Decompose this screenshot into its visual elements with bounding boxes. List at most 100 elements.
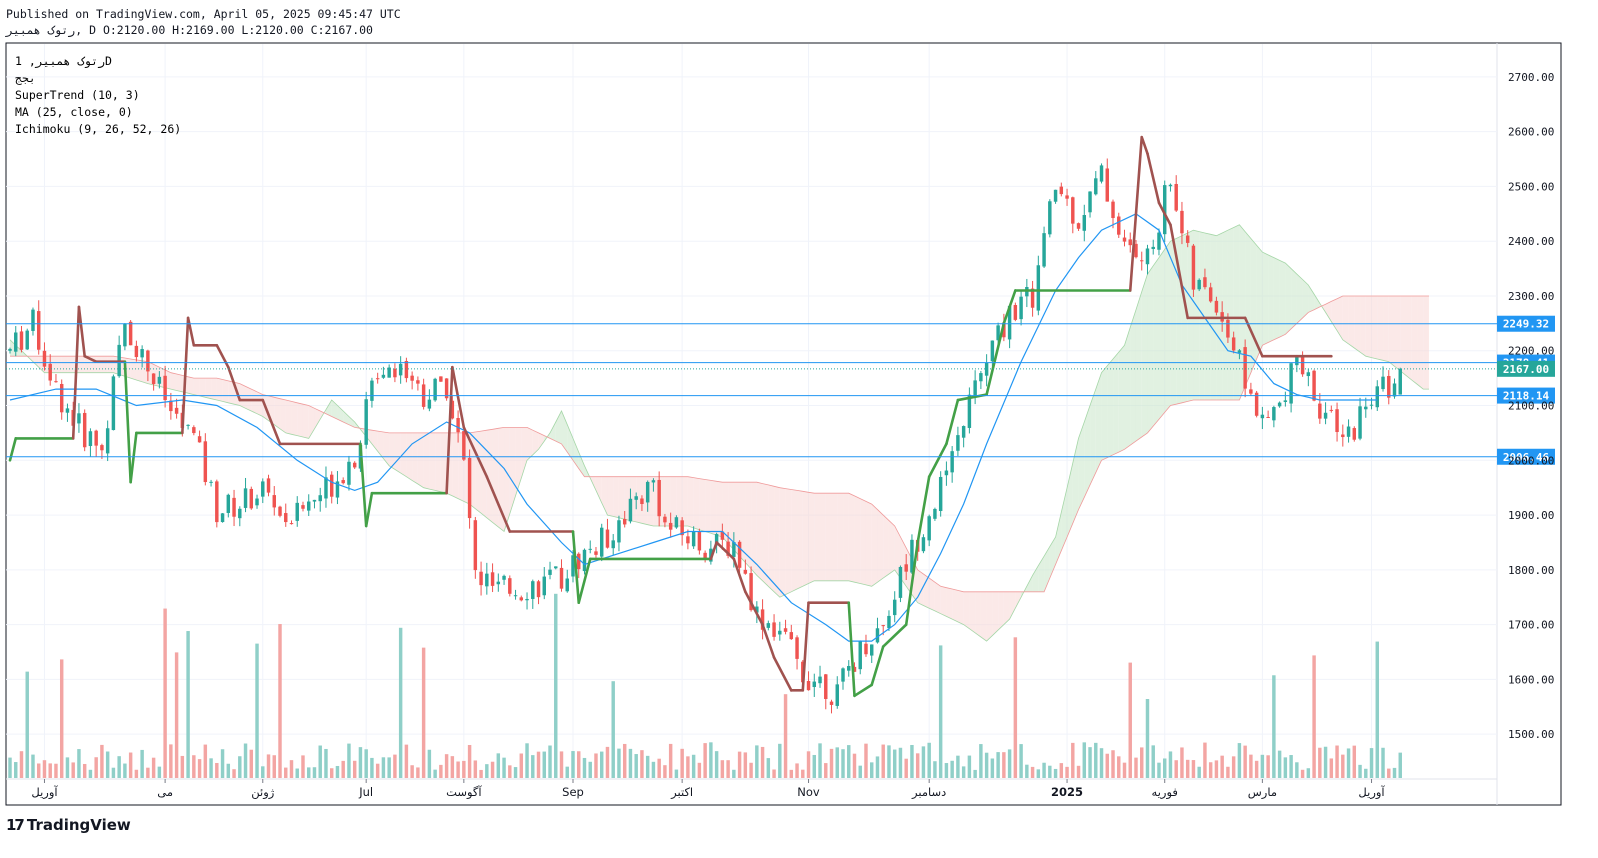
legend-supertrend[interactable]: SuperTrend (10, 3) <box>15 88 140 102</box>
candle-body <box>462 431 466 460</box>
cloud-segment <box>779 487 786 598</box>
volume-bar <box>186 631 190 778</box>
volume-bar <box>1387 768 1391 778</box>
cloud-segment <box>693 477 700 530</box>
cloud-segment <box>377 431 384 459</box>
candle-body <box>1237 350 1242 353</box>
candle-body <box>77 413 81 424</box>
volume-bar <box>272 755 276 778</box>
cloud-segment <box>1394 295 1401 371</box>
candle-body <box>1076 223 1081 229</box>
volume-bar <box>990 758 995 778</box>
candle-body <box>54 381 58 383</box>
last-price-tag <box>1497 360 1555 377</box>
y-tick-label: 1500.00 <box>1508 728 1554 741</box>
candle-body <box>605 529 610 548</box>
cloud-segment <box>860 498 866 585</box>
volume-bar <box>1030 766 1035 778</box>
legend-ichimoku[interactable]: Ichimoku (9, 26, 52, 26) <box>15 122 181 136</box>
last-price-label: 2167.00 <box>1503 363 1549 376</box>
x-tick-label: فوریه <box>1152 785 1178 800</box>
candle-body <box>668 522 673 530</box>
legend-ma[interactable]: MA (25, close, 0) <box>15 105 133 119</box>
x-tick-label: آوریل <box>1358 785 1385 800</box>
volume-bar <box>54 763 58 778</box>
cloud-segment <box>274 397 281 429</box>
candle-body <box>967 394 972 428</box>
time-axis: آوریل می ژوئن Jul آگوست Sep اکتبر Nov دسامبر 2025… <box>31 779 1385 800</box>
cloud-segment <box>1095 372 1102 473</box>
cloud-segment <box>1038 556 1045 592</box>
volume-bar <box>1162 758 1167 778</box>
volume-bar <box>835 747 839 778</box>
cloud-segment <box>84 356 91 373</box>
cloud-segment <box>883 515 889 579</box>
cloud-segment <box>756 482 763 581</box>
ichimoku-cloud <box>9 224 1429 642</box>
candle-body <box>749 573 753 611</box>
supertrend-segment <box>261 398 282 446</box>
supertrend-segment <box>985 322 1006 396</box>
cloud-segment <box>664 476 671 527</box>
candle-body <box>479 571 483 586</box>
candle-body <box>1105 168 1109 202</box>
volume-bar <box>582 757 587 778</box>
cloud-segment <box>751 482 757 576</box>
supertrend-segment <box>916 475 931 544</box>
cloud-segment <box>1365 295 1372 358</box>
volume-bar <box>703 743 707 778</box>
candle-body <box>25 330 29 350</box>
y-tick-label: 2100.00 <box>1508 400 1554 413</box>
candle-body <box>352 462 357 468</box>
candle-body <box>559 567 564 589</box>
cloud-segment <box>946 587 953 620</box>
ichimoku-span-a <box>9 224 1429 642</box>
indicator-lines <box>8 135 1378 698</box>
cloud-segment <box>1417 295 1424 390</box>
cloud-segment <box>567 424 573 461</box>
volume-bar <box>755 745 759 778</box>
y-tick-label: 1900.00 <box>1508 509 1554 522</box>
volume-bar <box>634 754 638 778</box>
y-tick-label: 2200.00 <box>1508 345 1554 358</box>
candle-body <box>956 435 960 451</box>
candle-body <box>1214 300 1219 313</box>
candle-body <box>370 380 374 401</box>
volume-bar <box>1065 766 1069 778</box>
candle-body <box>599 527 604 557</box>
volume-bars <box>8 593 1402 778</box>
candle-body <box>1323 412 1328 419</box>
cloud-segment <box>383 431 390 466</box>
supertrend-segment <box>1169 223 1189 320</box>
candle-body <box>1272 407 1276 421</box>
volume-bar <box>611 681 615 778</box>
cloud-segment <box>636 476 642 524</box>
cloud-segment <box>618 476 625 520</box>
cloud-segment <box>854 495 861 584</box>
cloud-segment <box>699 478 706 532</box>
candle-body <box>1243 347 1247 389</box>
candle-body <box>881 625 885 627</box>
candle-body <box>364 399 368 445</box>
candle-body <box>714 534 719 546</box>
volume-bar <box>82 763 87 778</box>
volume-bar <box>1099 748 1104 778</box>
volume-bar <box>818 743 822 778</box>
cloud-segment <box>963 591 970 629</box>
candle-body <box>841 668 845 682</box>
candle-body <box>703 552 707 560</box>
candle-body <box>973 380 977 397</box>
cloud-segment <box>762 483 769 587</box>
candle-body <box>48 363 52 381</box>
cloud-segment <box>980 591 987 642</box>
candle-body <box>1185 235 1190 243</box>
supertrend-segment <box>227 365 242 402</box>
cloud-segment <box>417 432 424 488</box>
cloud-segment <box>280 398 286 433</box>
candle-body <box>950 451 954 473</box>
candle-body <box>324 477 328 499</box>
candle-body <box>829 701 834 705</box>
volume-bar <box>37 763 41 778</box>
volume-bar <box>324 748 328 778</box>
